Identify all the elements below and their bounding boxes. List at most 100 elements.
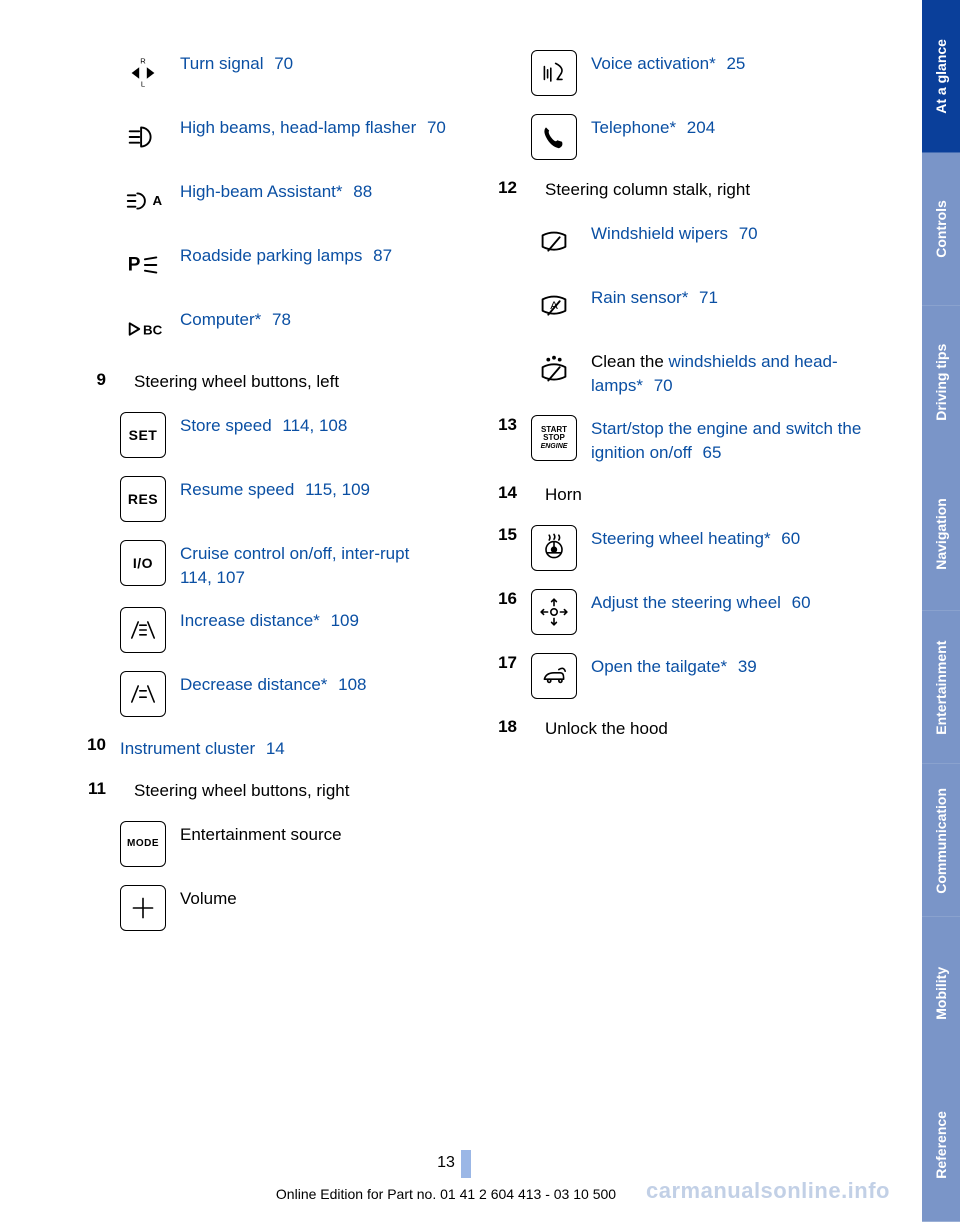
entry: AHigh-beam Assistant* 88 — [80, 178, 451, 224]
entry-text: Instrument cluster 14 — [120, 735, 285, 761]
entry-text: Resume speed 115, 109 — [180, 476, 370, 502]
entry: 17 Open the tailgate* 39 — [491, 653, 862, 699]
section-tab[interactable]: Driving tips — [922, 306, 960, 459]
entry: MODEEntertainment source — [80, 821, 451, 867]
entry: Telephone* 204 — [491, 114, 862, 160]
set-icon: SET — [120, 412, 166, 458]
entry: BC Computer* 78 — [80, 306, 451, 352]
link[interactable]: Increase distance* — [180, 611, 320, 630]
entry-text: Windshield wipers 70 — [591, 220, 758, 246]
page-ref[interactable]: 14 — [261, 739, 285, 758]
link[interactable]: Open the tailgate* — [591, 657, 727, 676]
link[interactable]: Adjust the steering wheel — [591, 593, 781, 612]
section-tab[interactable]: Reference — [922, 1069, 960, 1222]
section-tab[interactable]: Entertainment — [922, 611, 960, 764]
entry: Clean the windshields and head‐lamps* 70 — [491, 348, 862, 398]
entry-text: Clean the windshields and head‐lamps* 70 — [591, 348, 862, 398]
link[interactable]: Cruise control on/off, inter‐rupt — [180, 544, 409, 563]
section-tab[interactable]: Communication — [922, 764, 960, 917]
io-icon: I/O — [120, 540, 166, 586]
link[interactable]: Rain sensor* — [591, 288, 688, 307]
entry-text: Open the tailgate* 39 — [591, 653, 757, 679]
page-ref[interactable]: 88 — [349, 182, 373, 201]
section-tabs: At a glanceControlsDriving tipsNavigatio… — [922, 0, 960, 1222]
link[interactable]: Telephone* — [591, 118, 676, 137]
inc-dist-icon — [120, 607, 166, 653]
link[interactable]: Resume speed — [180, 480, 294, 499]
entry-text: Increase distance* 109 — [180, 607, 359, 633]
page-ref[interactable]: 87 — [368, 246, 392, 265]
entry: SET Store speed 114, 108 — [80, 412, 451, 458]
entry-number: 9 — [80, 370, 106, 390]
entry-text: Steering column stalk, right — [545, 178, 750, 202]
link[interactable]: Steering wheel heating* — [591, 529, 771, 548]
link[interactable]: Turn signal — [180, 54, 263, 73]
entry-number: 16 — [491, 589, 517, 609]
entry-text: Roadside parking lamps 87 — [180, 242, 392, 268]
entry-text: Horn — [545, 483, 582, 507]
link[interactable]: Store speed — [180, 416, 272, 435]
page-ref[interactable]: 70 — [269, 54, 293, 73]
entry: I/O Cruise control on/off, inter‐rupt 114… — [80, 540, 451, 590]
section-tab[interactable]: Navigation — [922, 458, 960, 611]
page-ref[interactable]: 109 — [326, 611, 359, 630]
entry: Decrease distance* 108 — [80, 671, 451, 717]
entry: A Rain sensor* 71 — [491, 284, 862, 330]
page-ref[interactable]: 70 — [734, 224, 758, 243]
phone-icon — [531, 114, 577, 160]
link[interactable]: Start/stop the engine and switch the ign… — [591, 419, 861, 462]
entry: Increase distance* 109 — [80, 607, 451, 653]
page-ref[interactable]: 71 — [694, 288, 718, 307]
page-ref[interactable]: 204 — [682, 118, 715, 137]
link[interactable]: High-beam Assistant* — [180, 182, 343, 201]
page-ref[interactable]: 65 — [698, 443, 722, 462]
svg-text:P: P — [128, 255, 141, 276]
svg-text:R: R — [140, 57, 146, 66]
mode-icon: MODE — [120, 821, 166, 867]
link[interactable]: Voice activation* — [591, 54, 716, 73]
entry: 13STARTSTOPENGINEStart/stop the engine a… — [491, 415, 862, 465]
adjust-wheel-icon — [531, 589, 577, 635]
startstop-icon: STARTSTOPENGINE — [531, 415, 577, 461]
page-ref[interactable]: 108 — [333, 675, 366, 694]
link[interactable]: Roadside parking lamps — [180, 246, 362, 265]
entry: 12Steering column stalk, right — [491, 178, 862, 202]
section-tab[interactable]: Controls — [922, 153, 960, 306]
entry-number: 17 — [491, 653, 517, 673]
page-ref[interactable]: 78 — [267, 310, 291, 329]
page-ref[interactable]: 115, 109 — [300, 480, 370, 499]
svg-text:BC: BC — [143, 323, 162, 338]
page-ref[interactable]: 70 — [649, 376, 673, 395]
page-ref[interactable]: 60 — [787, 593, 811, 612]
entry-text: Computer* 78 — [180, 306, 291, 332]
page-number-wrap: 13 — [0, 1150, 892, 1178]
link[interactable]: Instrument cluster — [120, 739, 255, 758]
link[interactable]: Windshield wipers — [591, 224, 728, 243]
page-ref[interactable]: 114, 107 — [180, 568, 245, 587]
entry-number: 18 — [491, 717, 517, 737]
link[interactable]: Computer* — [180, 310, 261, 329]
entry-number: 10 — [80, 735, 106, 755]
page-ref[interactable]: 60 — [777, 529, 801, 548]
entry-text: High-beam Assistant* 88 — [180, 178, 372, 204]
page-ref[interactable]: 70 — [422, 118, 446, 137]
rain-icon: A — [531, 284, 577, 330]
section-tab[interactable]: At a glance — [922, 0, 960, 153]
entry-text: Adjust the steering wheel 60 — [591, 589, 811, 615]
dec-dist-icon — [120, 671, 166, 717]
entry-number: 11 — [80, 779, 106, 799]
page-ref[interactable]: 25 — [722, 54, 746, 73]
entry: 16 Adjust the steering wheel 60 — [491, 589, 862, 635]
link[interactable]: High beams, head‐lamp flasher — [180, 118, 416, 137]
entry: 18Unlock the hood — [491, 717, 862, 741]
entry-text: Volume — [180, 885, 237, 911]
link[interactable]: Decrease distance* — [180, 675, 327, 694]
section-tab[interactable]: Mobility — [922, 917, 960, 1070]
page-ref[interactable]: 114, 108 — [278, 416, 348, 435]
page-ref[interactable]: 39 — [733, 657, 757, 676]
computer-icon: BC — [120, 306, 166, 352]
entry: 14Horn — [491, 483, 862, 507]
entry-text: Steering wheel buttons, right — [134, 779, 349, 803]
entry-text: Turn signal 70 — [180, 50, 293, 76]
entry: 9Steering wheel buttons, left — [80, 370, 451, 394]
